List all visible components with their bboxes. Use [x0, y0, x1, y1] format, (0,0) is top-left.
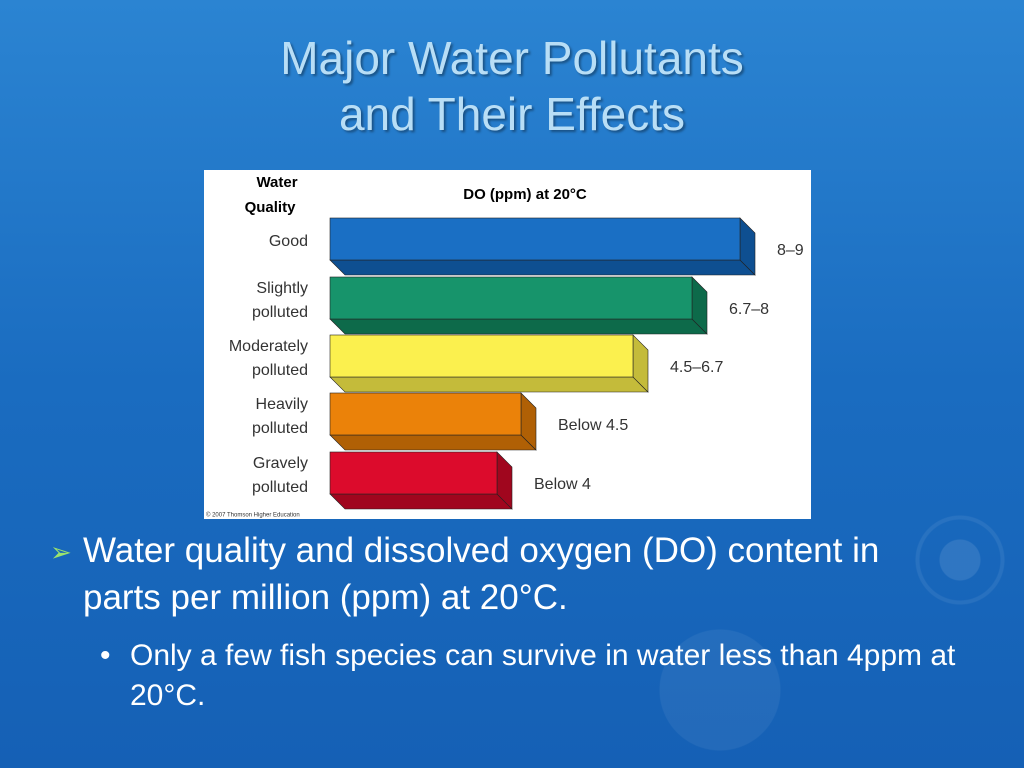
- quality-label: Moderately: [229, 338, 308, 355]
- bar-bottom: [329, 493, 513, 510]
- sub-bullet-text: Only a few fish species can survive in w…: [130, 639, 956, 712]
- title-line: Major Water Pollutants: [280, 32, 744, 84]
- quality-label: polluted: [252, 304, 308, 321]
- bar-bottom: [329, 434, 537, 451]
- range-label: Below 4.5: [558, 417, 628, 434]
- slide-title: Major Water Pollutants and Their Effects: [0, 30, 1024, 142]
- credit: © 2007 Thomson Higher Education: [206, 512, 300, 519]
- range-label: Below 4: [534, 476, 591, 493]
- bar: [329, 451, 498, 495]
- header-quality: Quality: [245, 199, 297, 216]
- range-label: 8–9: [777, 242, 804, 259]
- bullet-arrow: ➢: [50, 537, 72, 567]
- bar-bottom: [329, 318, 708, 335]
- quality-label: polluted: [252, 479, 308, 496]
- quality-label: Gravely: [253, 455, 308, 472]
- header-quality: Water: [256, 174, 297, 191]
- bar: [329, 217, 741, 261]
- quality-label: Good: [269, 233, 308, 250]
- bar-bottom: [329, 376, 649, 393]
- bar: [329, 276, 693, 320]
- header-do: DO (ppm) at 20°C: [463, 186, 587, 203]
- bullet-dot: •: [100, 639, 111, 672]
- title-line: and Their Effects: [338, 88, 686, 140]
- bar: [329, 392, 522, 436]
- quality-label: polluted: [252, 362, 308, 379]
- quality-label: Heavily: [256, 396, 308, 413]
- bar: [329, 334, 634, 378]
- bar-bottom: [329, 259, 756, 276]
- quality-label: polluted: [252, 420, 308, 437]
- range-label: 6.7–8: [729, 301, 769, 318]
- bullet-text: Water quality and dissolved oxygen (DO) …: [83, 531, 880, 617]
- range-label: 4.5–6.7: [670, 359, 723, 376]
- quality-label: Slightly: [256, 280, 308, 297]
